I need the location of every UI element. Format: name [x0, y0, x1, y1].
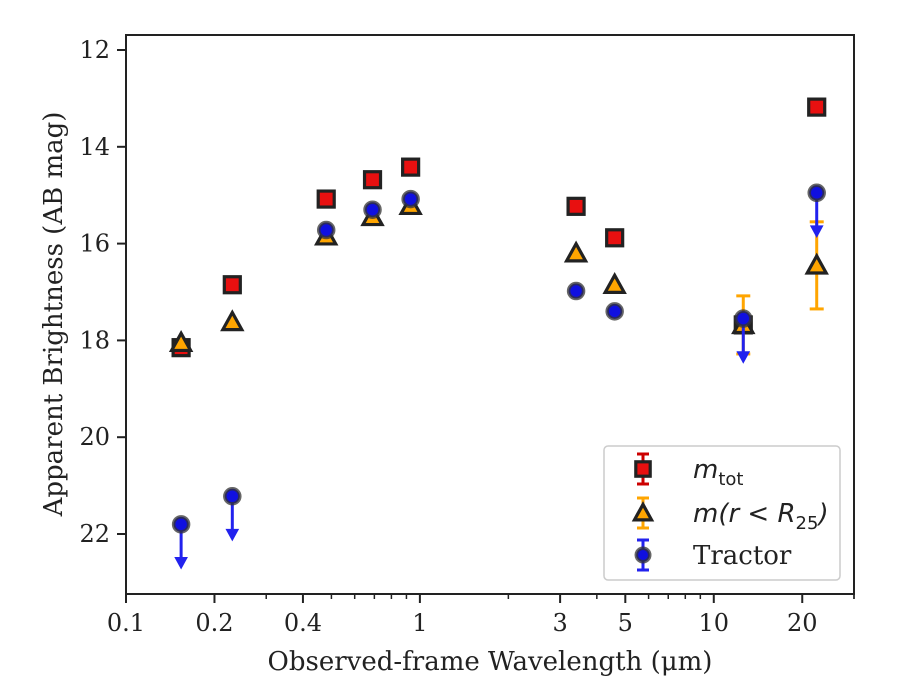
- legend-label-sub: tot: [718, 469, 743, 490]
- upper-limit-arrow: [809, 225, 824, 238]
- upper-limit-arrow: [225, 528, 240, 542]
- series-triangle: [168, 193, 829, 356]
- legend-label-sub: 25: [796, 513, 819, 534]
- data-point: [566, 281, 586, 301]
- data-point: [807, 183, 826, 203]
- data-point: [222, 275, 242, 295]
- legend-label: mtot: [693, 455, 743, 490]
- legend-label-main: m(r < R: [693, 499, 796, 529]
- data-point: [220, 309, 245, 332]
- data-point: [401, 189, 420, 209]
- y-axis-ticks: 12 14 16 18 20 22: [79, 36, 126, 548]
- y-axis-label: Apparent Brightness (AB mag): [39, 112, 69, 518]
- series-circle: [171, 183, 826, 570]
- legend-marker-square: [634, 460, 652, 478]
- data-point: [602, 271, 627, 294]
- y-tick-label: 12: [79, 36, 110, 64]
- data-point: [362, 170, 383, 190]
- data-point: [168, 330, 194, 353]
- legend-label: m(r < R25): [693, 499, 829, 534]
- data-point: [363, 200, 382, 219]
- legend-label-main: m: [693, 455, 718, 485]
- plot-frame: [125, 34, 855, 595]
- x-tick-label: 3: [552, 609, 567, 637]
- data-point: [316, 189, 336, 209]
- x-tick-label: 0.2: [195, 609, 233, 637]
- y-tick-label: 16: [79, 230, 110, 258]
- x-tick-label: 20: [787, 609, 818, 637]
- legend-label-tail: ): [816, 499, 828, 529]
- y-tick-label: 20: [79, 423, 110, 451]
- legend-label: Tractor: [693, 541, 792, 571]
- x-tick-label: 1: [412, 609, 427, 637]
- legend-marker-circle: [634, 546, 652, 564]
- data-point: [804, 252, 829, 275]
- data-point: [316, 220, 336, 240]
- y-tick-label: 14: [79, 133, 110, 161]
- upper-limit-arrow: [174, 556, 188, 570]
- upper-limit-arrow: [736, 351, 751, 364]
- data-point: [566, 196, 586, 216]
- x-axis-ticks: 0.1 0.2 0.4 1 3 5 10 20: [107, 594, 855, 637]
- y-tick-label: 22: [79, 520, 110, 548]
- x-tick-label: 0.4: [284, 609, 322, 637]
- data-series: [168, 97, 829, 570]
- legend-box: [603, 445, 841, 581]
- data-point: [734, 309, 753, 328]
- legend: mtot m(r < R25) Tractor: [603, 445, 841, 581]
- data-point: [401, 157, 421, 177]
- x-tick-label: 5: [618, 609, 633, 637]
- data-point: [605, 302, 624, 321]
- x-axis-label: Observed-frame Wavelength (μm): [268, 647, 713, 677]
- data-point: [223, 486, 242, 506]
- data-point: [563, 240, 589, 263]
- x-tick-label: 10: [699, 609, 730, 637]
- series-square: [171, 97, 827, 358]
- plot-area: [125, 34, 855, 595]
- data-point: [605, 228, 625, 248]
- y-tick-label: 18: [79, 326, 110, 354]
- legend-marker-triangle: [631, 501, 655, 522]
- x-tick-label: 0.1: [107, 609, 145, 637]
- data-point: [171, 515, 191, 534]
- data-point: [807, 97, 827, 117]
